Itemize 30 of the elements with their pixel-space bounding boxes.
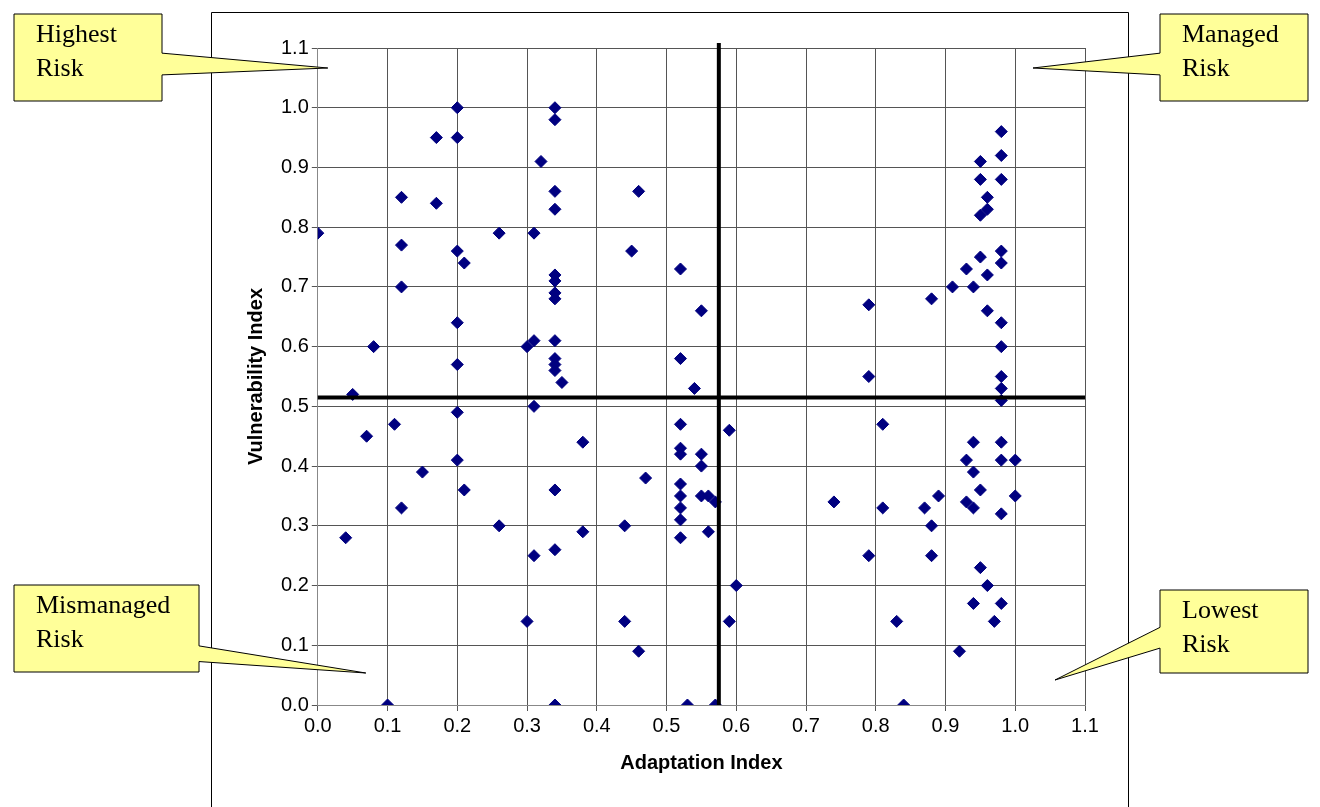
x-tick-label: 0.6 — [722, 713, 751, 736]
x-tick-label: 1.0 — [1001, 713, 1030, 736]
x-tick-label: 0.8 — [861, 713, 890, 736]
y-tick-label: 0.6 — [280, 334, 309, 357]
text: Managed Risk — [1182, 18, 1279, 82]
x-tick-label: 0.3 — [513, 713, 541, 736]
x-axis-title: Adaptation Index — [620, 750, 783, 773]
y-tick-label: 0.1 — [280, 632, 309, 655]
text: Mismanaged Risk — [36, 589, 171, 653]
x-tick-label: 1.1 — [1071, 713, 1099, 736]
y-tick-label: 0.3 — [280, 513, 309, 536]
x-tick-label: 0.5 — [652, 713, 681, 736]
y-tick-label: 1.1 — [280, 35, 309, 58]
x-tick-label: 0.4 — [582, 713, 611, 736]
x-tick-label: 0.9 — [931, 713, 960, 736]
y-tick-label: 0.0 — [280, 692, 309, 715]
y-axis-title: Vulnerability Index — [243, 287, 266, 466]
x-tick-label: 0.2 — [443, 713, 472, 736]
y-tick-label: 0.8 — [280, 214, 309, 237]
x-tick-label: 0.1 — [373, 713, 402, 736]
y-tick-label: 0.4 — [280, 453, 309, 476]
x-tick-label: 0.7 — [792, 713, 820, 736]
y-tick-label: 0.2 — [280, 573, 309, 596]
y-tick-label: 1.0 — [280, 95, 309, 118]
x-tick-label: 0.0 — [303, 713, 332, 736]
y-tick-label: 0.5 — [280, 393, 309, 416]
text: Highest Risk — [36, 18, 118, 82]
y-tick-label: 0.7 — [280, 274, 309, 297]
text: Lowest Risk — [1182, 594, 1260, 658]
y-tick-label: 0.9 — [280, 154, 309, 177]
